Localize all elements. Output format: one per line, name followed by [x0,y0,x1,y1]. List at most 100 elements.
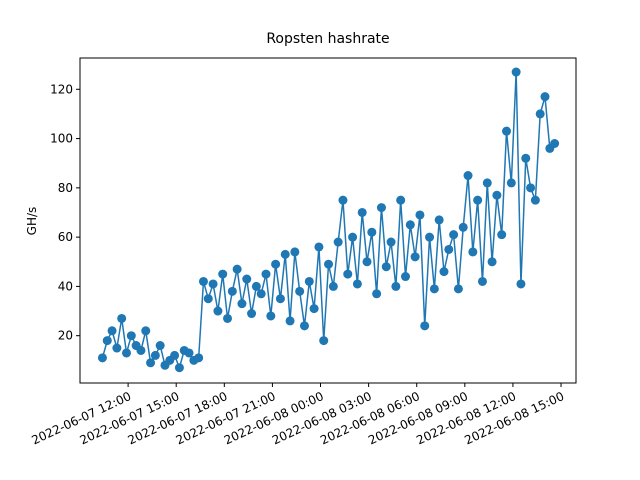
data-point [97,353,107,363]
data-point [256,289,266,299]
data-point [439,267,449,277]
data-point [290,247,300,257]
data-point [170,350,180,360]
data-point [338,195,348,205]
data-point [280,249,290,259]
y-tick-label: 60 [58,230,73,244]
data-point [506,178,516,188]
data-point [237,299,247,309]
data-point [126,331,136,341]
data-point [492,190,502,200]
data-point [482,178,492,188]
data-point [386,237,396,247]
data-point [352,279,362,289]
data-point [261,269,271,279]
data-point [194,353,204,363]
data-point [328,281,338,291]
series-line [101,72,556,371]
data-point [102,336,112,346]
data-point [285,316,295,326]
data-point [299,321,309,331]
data-point [550,139,560,149]
data-point [497,230,507,240]
data-point [218,269,228,279]
data-point [232,264,242,274]
y-tick-label: 40 [58,279,73,293]
data-point [463,171,473,181]
data-point [425,232,435,242]
data-point [107,326,117,336]
data-point [208,279,218,289]
data-point [324,259,334,269]
data-point [415,210,425,220]
data-point [295,286,305,296]
data-point [198,276,208,286]
data-point [112,343,122,353]
data-point [391,281,401,291]
data-point [117,313,127,323]
data-point [401,272,410,282]
data-point [405,220,415,230]
y-axis-label: GH/s [25,207,39,236]
data-point [540,92,550,102]
y-tick-label: 80 [58,181,73,195]
data-point [136,345,146,355]
data-point [242,274,252,284]
data-point [468,247,478,257]
data-point [314,242,324,252]
y-tick-label: 100 [50,132,73,146]
data-point [213,306,223,316]
data-point [376,203,386,213]
data-point [521,153,531,163]
data-point [372,289,382,299]
data-point [516,279,526,289]
data-point [473,195,483,205]
data-point [150,350,160,360]
data-point [174,363,184,373]
data-point [535,109,545,119]
data-point [146,358,156,368]
data-point [449,230,459,240]
data-point [275,294,285,304]
plot-frame [79,57,577,384]
y-tick-label: 20 [58,329,73,343]
data-point [247,309,257,319]
data-point [319,336,329,346]
data-point [155,341,165,351]
data-point [251,281,261,291]
y-tick-label: 120 [50,82,73,96]
data-point [357,207,367,217]
data-point [304,276,314,286]
data-point [396,195,406,205]
data-point [420,321,430,331]
data-point [223,313,233,323]
data-point [343,269,353,279]
data-point [333,237,343,247]
data-point [141,326,151,336]
data-point [530,195,540,205]
data-point [122,348,131,358]
data-point [477,276,487,286]
data-point [362,257,372,267]
data-point [184,348,194,358]
data-point [434,215,444,225]
data-point [227,286,237,296]
chart-title: Ropsten hashrate [266,31,389,47]
data-point [526,183,536,193]
data-point [444,244,454,254]
data-point [487,257,497,267]
data-point [453,284,463,294]
data-point [511,67,521,77]
data-point [266,311,276,321]
data-point [367,227,377,237]
data-point [309,304,319,314]
data-point [429,284,439,294]
data-point [502,126,512,136]
data-point [458,222,468,232]
data-point [348,232,358,242]
data-point [410,252,420,262]
data-point [271,259,281,269]
data-point [203,294,213,304]
